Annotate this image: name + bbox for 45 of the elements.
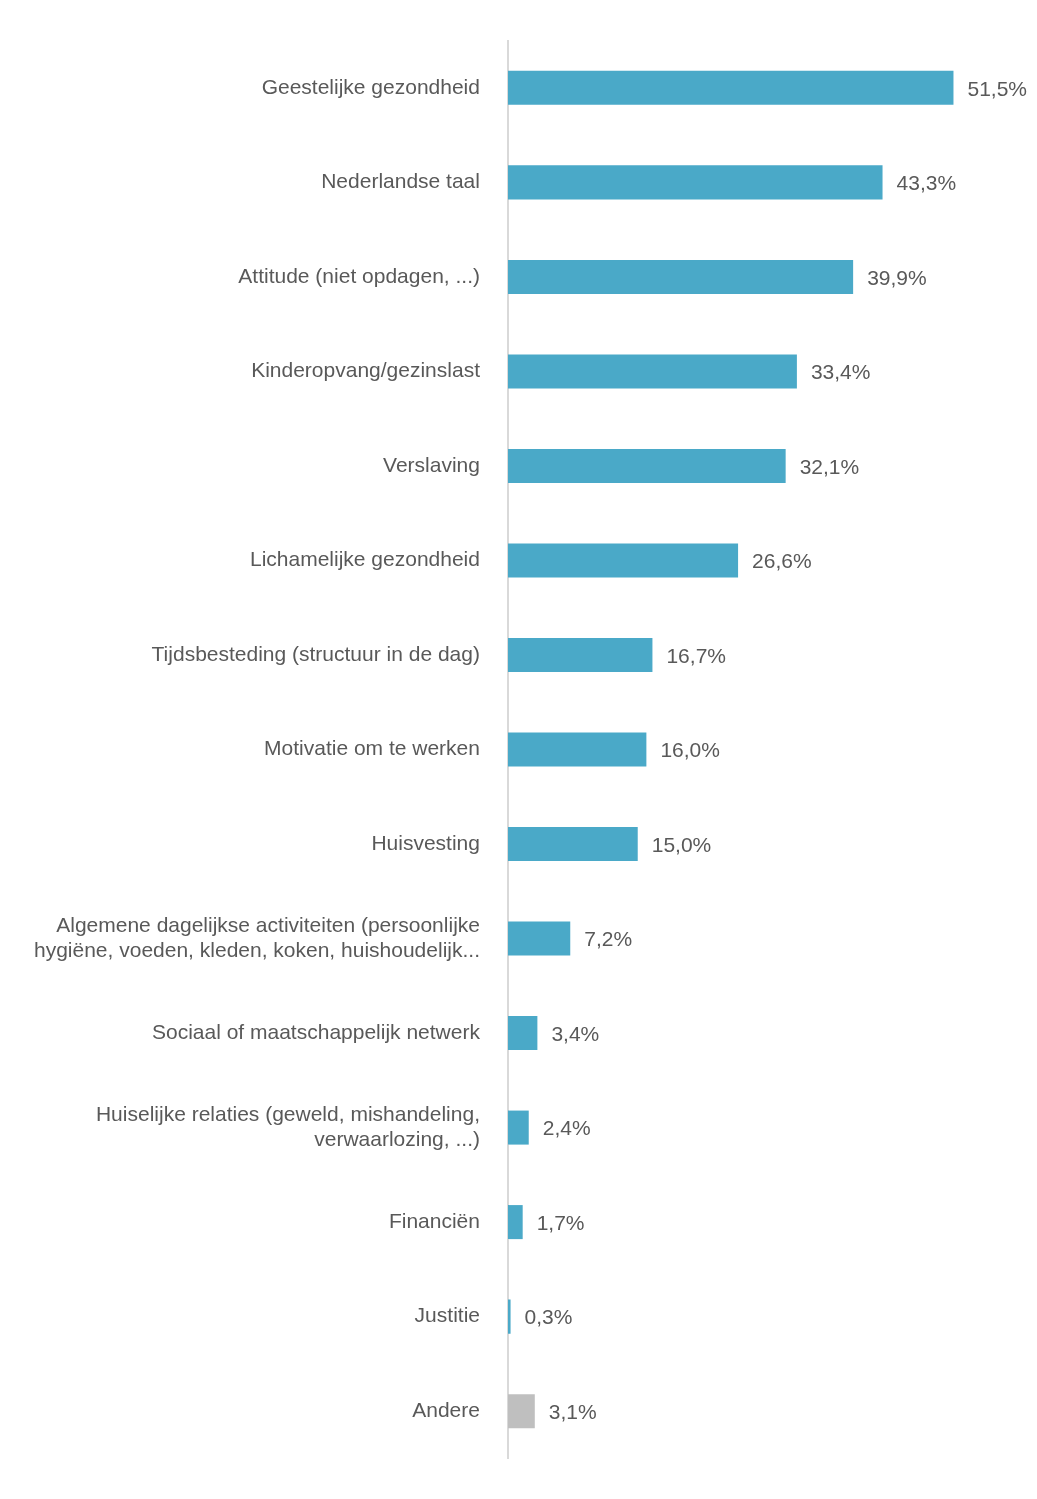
y-tick-label: Geestelijke gezondheid <box>261 74 480 98</box>
data-label: 26,6% <box>752 549 812 573</box>
y-tick-label: Justitie <box>414 1303 480 1327</box>
y-tick-label: Lichamelijke gezondheid <box>249 547 480 571</box>
data-label: 2,4% <box>542 1116 591 1140</box>
data-label: 16,0% <box>660 738 720 762</box>
bar <box>507 354 797 389</box>
bar <box>507 921 571 956</box>
bar <box>507 1110 529 1145</box>
y-tick-label: Attitude (niet opdagen, ...) <box>238 263 480 287</box>
y-tick-label: Kinderopvang/gezinslast <box>251 358 481 382</box>
y-tick-label: Nederlandse taal <box>321 169 480 193</box>
y-tick-label: Sociaal of maatschappelijk netwerk <box>151 1019 481 1043</box>
bar <box>507 1299 511 1334</box>
data-label: 7,2% <box>584 927 633 951</box>
bar <box>507 637 653 672</box>
y-tick-label: Huisvesting <box>371 830 480 854</box>
bar <box>507 1394 535 1429</box>
data-label: 3,4% <box>551 1021 600 1045</box>
data-label: 3,1% <box>548 1399 597 1423</box>
data-label: 0,3% <box>524 1305 573 1329</box>
y-tick-label: Motivatie om te werken <box>264 736 480 760</box>
bar <box>507 1205 523 1240</box>
y-tick-label: Verslaving <box>383 452 480 476</box>
bar <box>507 827 638 862</box>
data-label: 15,0% <box>651 832 712 856</box>
data-label: 33,4% <box>810 360 871 384</box>
data-label: 1,7% <box>536 1210 585 1234</box>
y-tick-label: Algemene dagelijkse activiteiten (persoonlijke hygiëne, voeden, kleden, koken, huishoudelijk... <box>33 912 480 961</box>
data-label: 51,5% <box>967 76 1028 100</box>
data-label: 39,9% <box>867 265 927 289</box>
bar <box>507 732 647 767</box>
data-label: 16,7% <box>666 643 726 667</box>
bar <box>507 70 954 105</box>
bar <box>507 165 883 200</box>
y-tick-label: Tijdsbesteding (structuur in de dag) <box>151 641 480 665</box>
y-tick-label: Andere <box>412 1397 480 1421</box>
data-label: 43,3% <box>896 171 957 195</box>
data-label: 32,1% <box>799 454 860 478</box>
bar <box>507 1016 538 1051</box>
bar <box>507 448 786 483</box>
y-tick-label: Financiën <box>388 1208 480 1232</box>
bar <box>507 543 739 578</box>
y-tick-label: Huiselijke relaties (geweld, mishandeling, verwaarlozing, ...) <box>95 1101 480 1150</box>
bar <box>507 259 854 294</box>
